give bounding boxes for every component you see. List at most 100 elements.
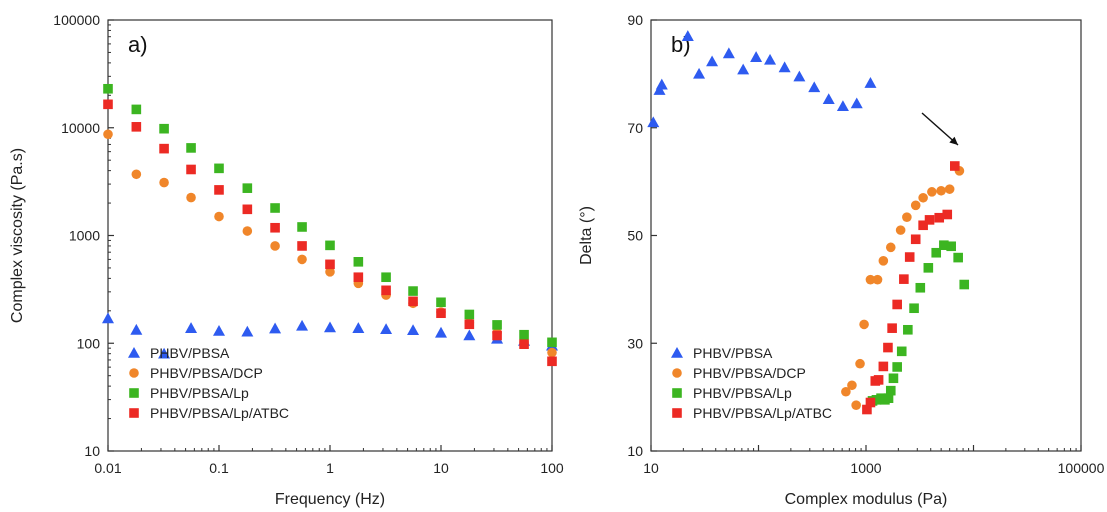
data-point (131, 122, 142, 132)
data-point (934, 212, 945, 223)
data-point (865, 274, 876, 285)
data-point (103, 83, 113, 94)
data-point (463, 329, 476, 341)
data-point (808, 81, 821, 93)
data-point (353, 272, 364, 283)
legend: PHBV/PBSA PHBV/PBSA/DCP PHBV/PBSA/Lp PHBV/P… (128, 345, 289, 421)
x-tick-label: 0.01 (94, 460, 121, 476)
legend-marker (129, 408, 139, 418)
data-point (214, 185, 224, 195)
data-point (131, 169, 142, 180)
data-point (706, 55, 719, 67)
data-point (850, 97, 863, 109)
data-point (297, 254, 307, 265)
data-point (892, 362, 902, 372)
data-point (942, 209, 953, 220)
data-point (864, 77, 877, 88)
data-point (464, 319, 475, 330)
data-point (436, 308, 446, 319)
data-point (407, 324, 420, 336)
series-phbv-pbsa (102, 312, 558, 359)
legend-marker (672, 408, 682, 418)
data-point (159, 143, 169, 154)
data-point (655, 78, 668, 90)
data-point (722, 47, 735, 59)
x-tick-label: 1 (326, 460, 334, 476)
data-point (185, 322, 198, 333)
x-tick-label: 0.1 (209, 460, 229, 476)
data-point (242, 204, 253, 215)
data-point (895, 225, 906, 235)
data-point (325, 267, 335, 277)
data-point (408, 296, 418, 307)
data-point (408, 286, 418, 296)
data-point (902, 212, 912, 222)
y-tick-label: 1000 (69, 228, 100, 244)
data-point (186, 143, 196, 153)
data-point (822, 93, 835, 104)
y-tick-label: 10000 (61, 120, 100, 136)
legend-label: PHBV/PBSA/Lp (693, 385, 792, 401)
x-axis-title: Complex modulus (Pa) (785, 491, 948, 508)
y-tick-label: 10 (627, 443, 643, 459)
data-point (750, 51, 763, 62)
legend-label: PHBV/PBSA/Lp/ATBC (150, 405, 289, 421)
data-point (885, 385, 896, 396)
annotation-arrow (921, 112, 959, 146)
y-tick-label: 30 (627, 335, 643, 351)
data-point (130, 323, 143, 335)
data-point (887, 323, 897, 333)
data-point (519, 329, 529, 340)
series-phbv-pbsa-dcp (841, 166, 965, 411)
series-phbv-pbsa-lp-atbc (862, 161, 960, 415)
data-point (904, 252, 915, 262)
series-phbv-pbsa-lp (867, 240, 970, 406)
series-phbv-pbsa-lp (103, 83, 557, 348)
data-point (519, 339, 529, 349)
x-tick-label: 10 (433, 460, 449, 476)
data-point (892, 299, 902, 310)
data-point (865, 397, 876, 408)
data-point (918, 220, 928, 231)
data-point (910, 234, 921, 245)
y-tick-label: 70 (627, 120, 643, 136)
data-point (296, 319, 309, 331)
data-point (380, 323, 393, 335)
data-point (872, 274, 883, 285)
legend-marker (672, 368, 682, 378)
data-point (737, 63, 750, 75)
x-tick-label: 100000 (1058, 460, 1105, 476)
panel-label: a) (128, 32, 148, 57)
data-point (213, 324, 225, 336)
data-point (924, 215, 935, 225)
data-point (214, 163, 224, 174)
x-tick-label: 10 (643, 460, 659, 476)
legend-label: PHBV/PBSA/Lp (150, 385, 249, 401)
data-point (910, 200, 921, 211)
data-point (242, 226, 253, 236)
data-point (878, 361, 889, 372)
arrow-head (949, 136, 958, 145)
data-point (841, 386, 851, 397)
data-point (693, 67, 706, 79)
data-point (931, 247, 942, 258)
data-point (923, 263, 934, 273)
data-point (159, 123, 169, 134)
data-point (492, 320, 502, 330)
data-point (464, 309, 475, 320)
legend-label: PHBV/PBSA/DCP (150, 365, 263, 381)
data-point (862, 404, 872, 415)
data-point (793, 70, 806, 82)
data-point (909, 303, 919, 314)
data-point (158, 347, 171, 359)
data-point (647, 116, 660, 128)
data-point (269, 322, 282, 334)
y-tick-label: 100 (77, 335, 101, 351)
x-axis-title: Frequency (Hz) (275, 491, 385, 508)
data-point (918, 192, 928, 203)
data-point (953, 252, 963, 263)
legend-label: PHBV/PBSA/Lp/ATBC (693, 405, 832, 421)
data-point (241, 325, 254, 337)
legend-marker (128, 347, 140, 358)
data-point (939, 240, 949, 250)
